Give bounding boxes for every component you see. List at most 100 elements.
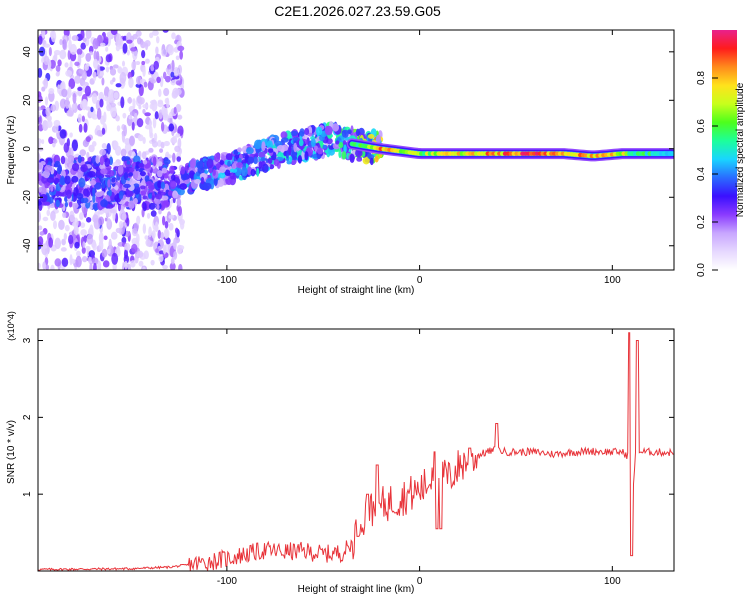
spectrogram-blob xyxy=(121,212,127,221)
spectrogram-blob xyxy=(234,166,242,177)
spectrogram-blob xyxy=(67,154,75,164)
spectrogram-blob xyxy=(100,199,108,208)
spectrogram-blob xyxy=(162,215,166,226)
spectrogram-blob xyxy=(55,199,60,208)
spectrogram-blob xyxy=(148,147,154,153)
spectrogram-blob xyxy=(44,96,49,106)
spectrogram-blob xyxy=(173,66,179,77)
spectrogram-blob xyxy=(80,164,88,173)
spectrogram-blob xyxy=(44,201,51,206)
spectrogram-blob xyxy=(62,38,67,50)
spectrogram-blob xyxy=(113,140,119,149)
spectrogram-blob xyxy=(69,132,73,138)
spectrogram-blob xyxy=(112,64,119,69)
spectrogram-blob xyxy=(81,255,88,263)
spectrogram-blob xyxy=(115,115,120,122)
spectrogram-blob xyxy=(46,177,55,184)
spectrogram-blob xyxy=(135,76,142,85)
spectrogram-blob xyxy=(162,113,169,121)
spectrogram-blob xyxy=(165,237,171,245)
spectrogram-blob xyxy=(59,49,67,60)
spectrogram-blob xyxy=(86,216,92,223)
spectrogram-blob xyxy=(173,250,178,260)
colorbar-tick-label: 0.2 xyxy=(696,215,707,229)
spectrogram-blob xyxy=(157,229,161,240)
spectrogram-blob xyxy=(41,183,45,193)
spectrogram-blob xyxy=(68,78,76,90)
spectrogram-blob xyxy=(220,154,225,160)
spectrogram-blob xyxy=(149,103,155,110)
spectrogram-blob xyxy=(241,166,248,177)
spectrogram-blob xyxy=(91,113,98,120)
spectrogram-blob xyxy=(118,191,124,200)
spectrogram-blob xyxy=(169,165,175,175)
spectrogram-blob xyxy=(98,216,105,226)
spectrogram-blob xyxy=(172,152,176,163)
spectrogram-blob xyxy=(157,100,164,108)
spectrogram-blob xyxy=(140,185,146,190)
spectrogram-blob xyxy=(128,77,134,89)
spectrogram-blob xyxy=(38,162,43,171)
colorbar: 0.0 0.2 0.4 0.6 0.8 Normalized spectral ampl… xyxy=(696,30,746,277)
spectrogram-blob xyxy=(110,105,117,118)
spectrogram-blob xyxy=(93,50,97,61)
spectrogram-blob xyxy=(142,266,146,270)
spectrogram-blob xyxy=(127,97,133,104)
spectrogram-blob xyxy=(96,107,102,120)
spectrogram-blob xyxy=(92,193,96,203)
spectrogram-blob xyxy=(73,187,79,197)
spectrogram-y-axis-label: Frequency (Hz) xyxy=(6,116,17,185)
spectrogram-blob xyxy=(369,157,374,166)
spectrogram-blob xyxy=(164,97,169,104)
spectrogram-blob xyxy=(150,99,157,105)
spectrogram-blob xyxy=(85,52,92,62)
spectrogram-blob xyxy=(362,157,370,165)
spectrogram-blob xyxy=(99,98,104,108)
spectrogram-blob xyxy=(341,151,347,160)
spectrogram-blob xyxy=(177,45,185,52)
spectrogram-blob xyxy=(55,71,60,77)
spectrogram-blob xyxy=(171,32,176,40)
spectrogram-blob xyxy=(67,86,72,99)
spectrogram-blob xyxy=(145,124,152,130)
spectrogram-blob xyxy=(341,129,349,138)
spectrogram-blob xyxy=(123,254,130,264)
spectrogram-blob xyxy=(176,198,182,207)
spectrogram-blob xyxy=(193,173,197,181)
spectrogram-blob xyxy=(46,209,51,216)
spectrogram-blob xyxy=(58,219,65,230)
spectrogram-blob xyxy=(99,149,107,156)
spectrogram-blob xyxy=(45,106,51,117)
spectrogram-blob xyxy=(71,139,79,152)
spectrogram-blob xyxy=(229,172,235,180)
spectrogram-blob xyxy=(64,201,69,208)
spectrogram-blob xyxy=(64,62,69,68)
spectrogram-blob xyxy=(267,148,274,153)
spectrogram-blob xyxy=(355,128,360,137)
spectrogram-blob xyxy=(99,156,105,166)
spectrogram-blob xyxy=(237,147,242,153)
spectrogram-blob xyxy=(132,33,138,40)
spectrogram-blob xyxy=(281,137,289,143)
spectrogram-blob xyxy=(112,77,116,83)
spectrogram-blob xyxy=(290,130,299,137)
spectrogram-blob xyxy=(43,77,49,89)
spectrogram-blob xyxy=(162,30,169,33)
spectrogram-blob xyxy=(95,155,100,164)
spectrogram-blob xyxy=(342,140,347,146)
spectrogram-blob xyxy=(68,39,72,52)
spectrogram-blob xyxy=(141,151,147,160)
spectrogram-blob xyxy=(229,168,238,173)
spectrogram-marks xyxy=(38,30,674,270)
spectrogram-blob xyxy=(159,75,164,88)
colorbar-label: Normalized spectral amplitude xyxy=(735,82,746,217)
spectrogram-blob xyxy=(175,227,179,234)
spectrogram-blob xyxy=(139,171,146,177)
spectrogram-blob xyxy=(53,119,61,127)
spectrogram-blob xyxy=(101,127,106,135)
spectrogram-blob xyxy=(38,173,42,182)
spectrogram-blob xyxy=(160,181,166,190)
spectrogram-blob xyxy=(152,156,157,167)
spectrogram-blob xyxy=(104,217,108,222)
spectrogram-blob xyxy=(38,236,44,247)
